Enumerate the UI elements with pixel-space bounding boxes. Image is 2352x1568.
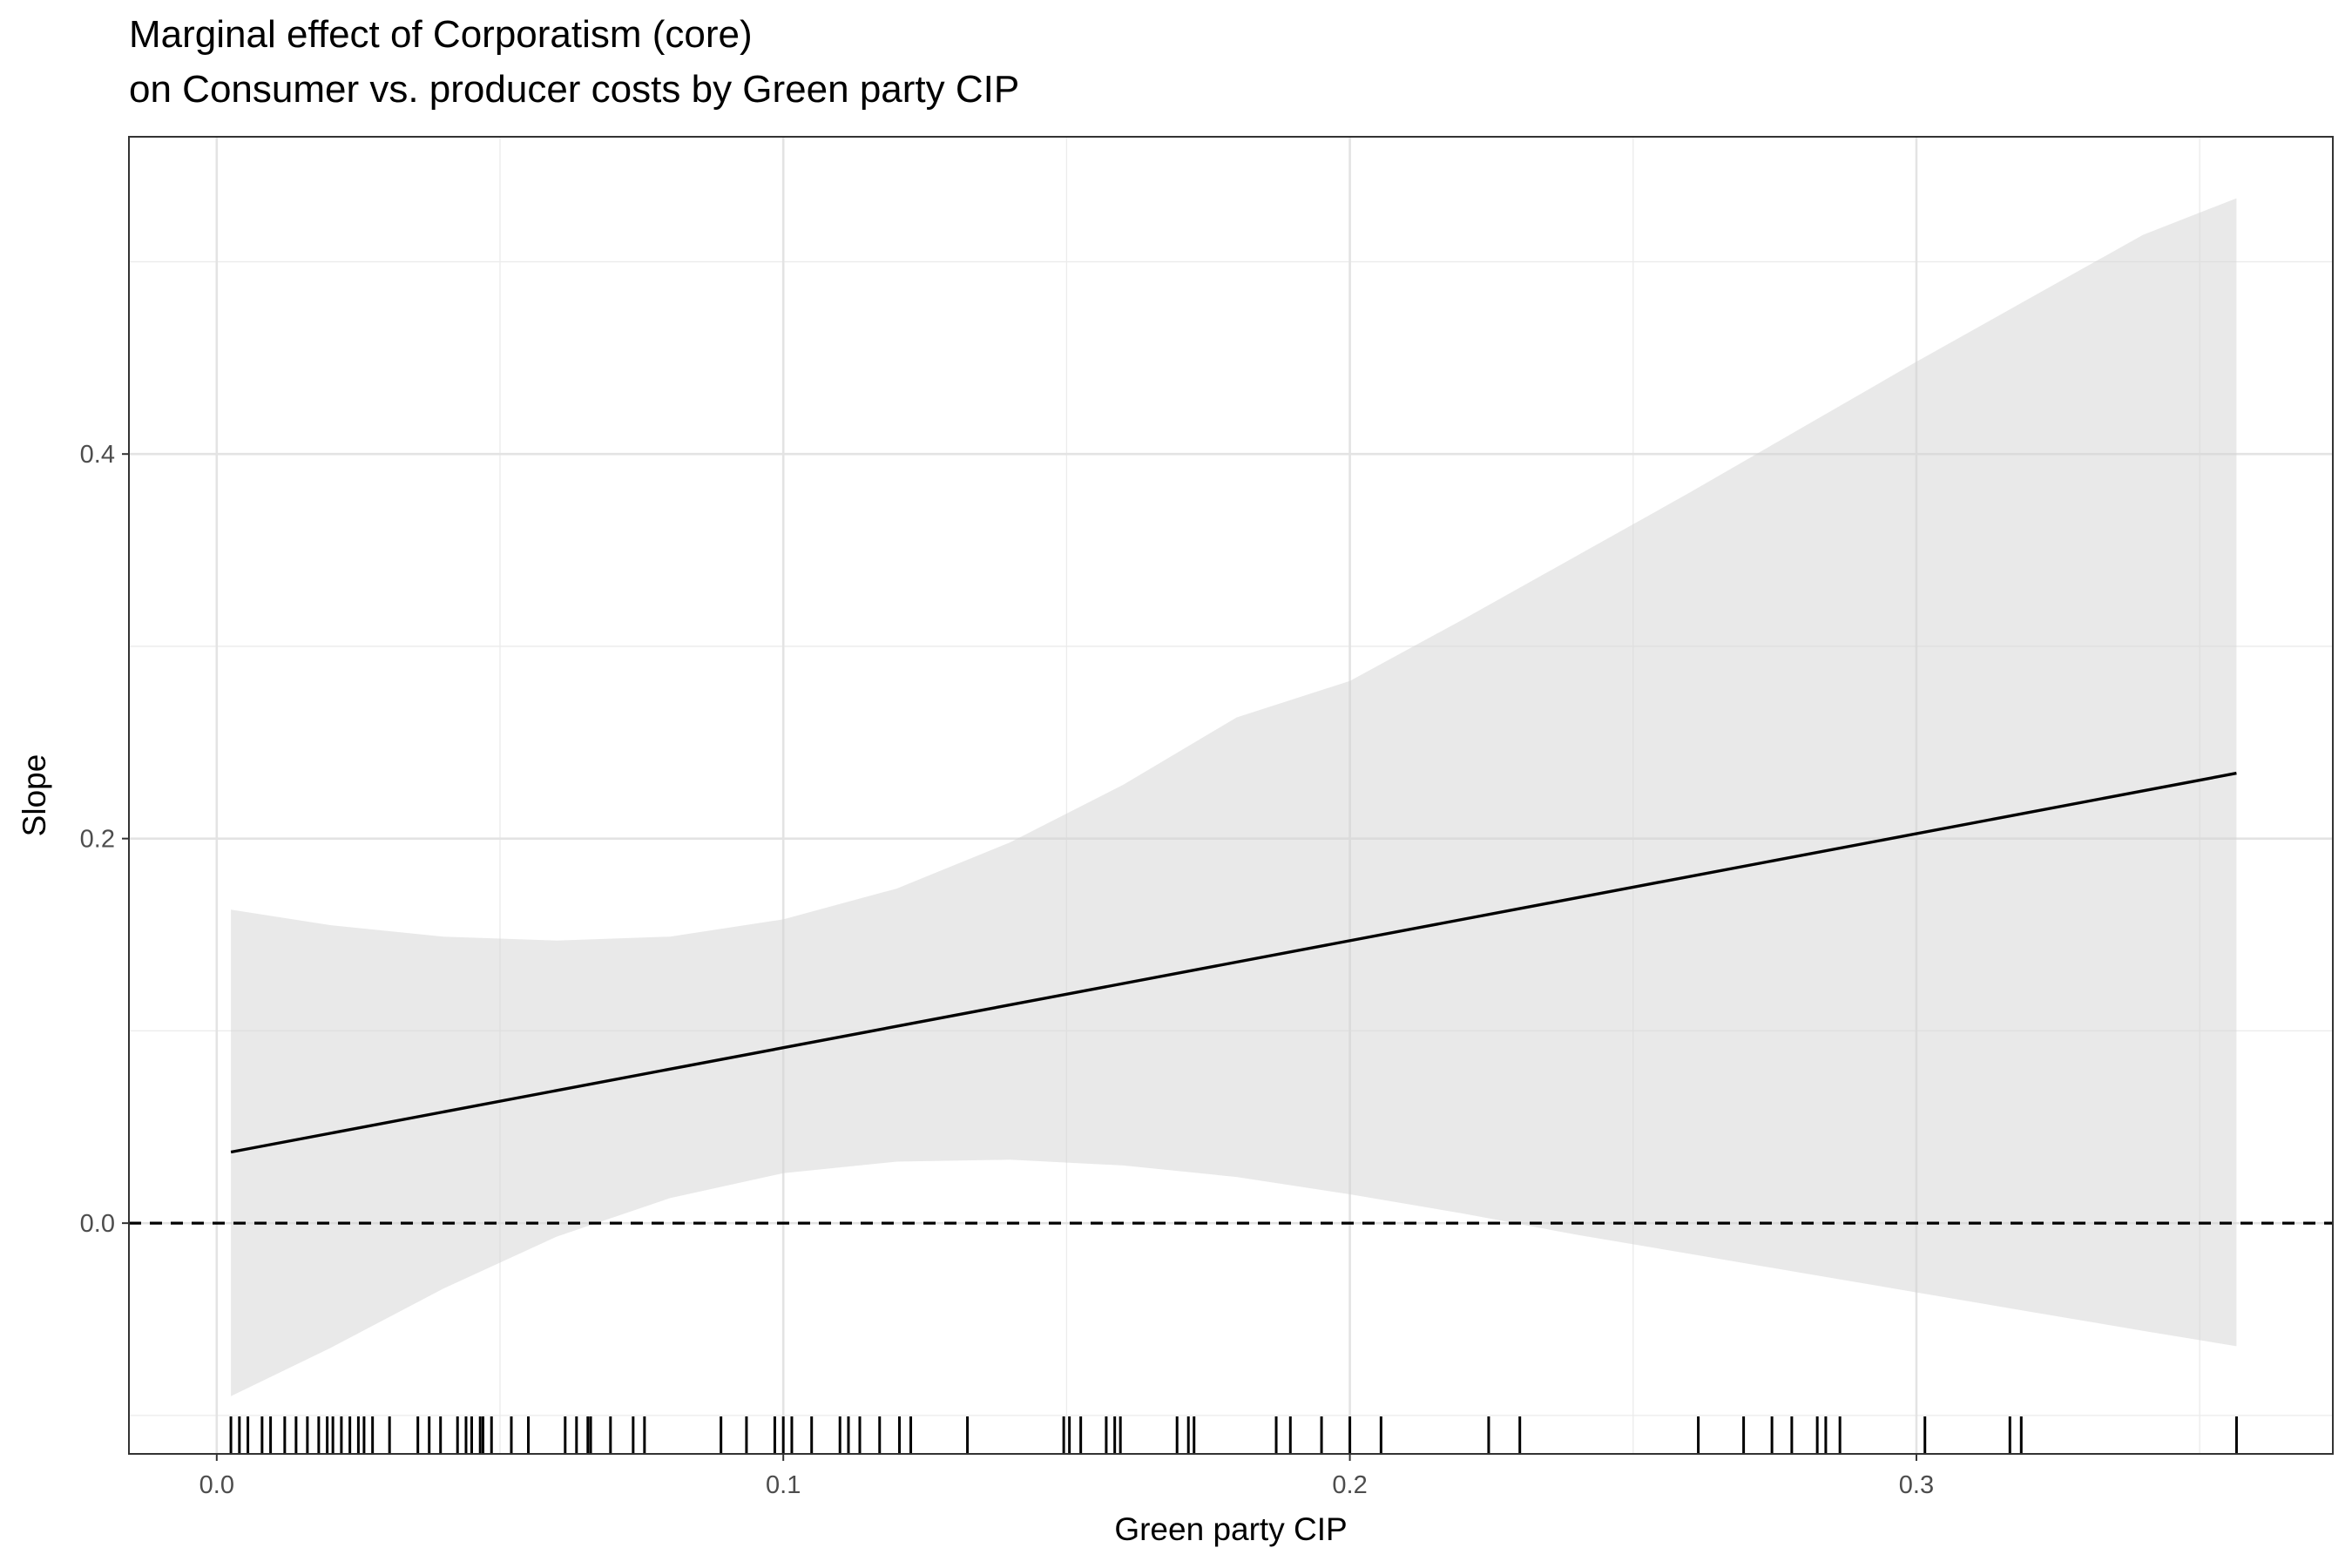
confidence-band [231,198,2237,1396]
slope-line-layer [129,771,2333,1225]
confidence-band-layer [231,198,2237,1396]
x-tick-label-3: 0.3 [1899,1471,1934,1499]
rug-marks [229,1416,2238,1454]
x-tick-label-0: 0.0 [199,1471,234,1499]
y-axis-ticks: 0.0 0.2 0.4 [80,441,129,1238]
x-tick-label-1: 0.1 [766,1471,801,1499]
slope-line [230,771,2237,1154]
y-tick-label-2: 0.4 [80,441,115,469]
chart-title-line-2: on Consumer vs. producer costs by Green … [129,68,1019,111]
x-tick-label-2: 0.2 [1332,1471,1367,1499]
x-axis-ticks: 0.0 0.1 0.2 0.3 [199,1454,1934,1499]
y-axis-title: Slope [17,754,52,837]
y-tick-label-0: 0.0 [80,1210,115,1238]
chart-title-line-1: Marginal effect of Corporatism (core) [129,13,753,56]
x-axis-title: Green party CIP [1114,1511,1347,1547]
y-tick-label-1: 0.2 [80,826,115,854]
panel-border [128,136,2334,1455]
